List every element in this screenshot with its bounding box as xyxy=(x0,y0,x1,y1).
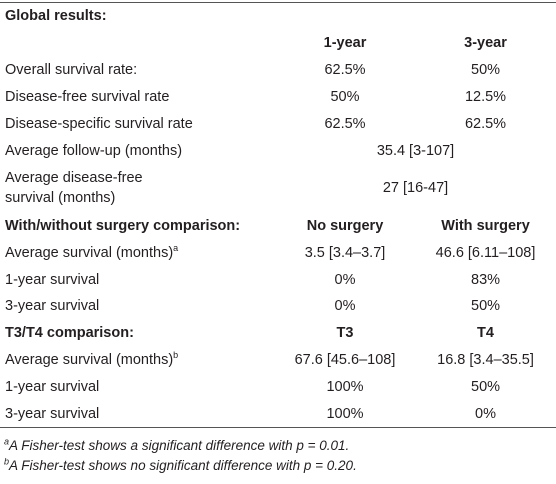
footnote-text: A Fisher-test shows a significant differ… xyxy=(9,438,350,454)
label-text: T3/T4 comparison: xyxy=(5,325,134,342)
label-text: Average survival (months) xyxy=(5,244,174,261)
cell: 62.5% xyxy=(324,116,366,132)
table-row: 3-year survival 0% 50% xyxy=(0,293,556,320)
label-line: Average disease-free xyxy=(5,170,143,187)
cell: 50% xyxy=(471,379,501,396)
table-row: Disease-specific survival rate 62.5% 62.5% xyxy=(0,111,556,138)
cell: 100% xyxy=(326,379,364,396)
cell: T3 xyxy=(336,325,354,342)
cell: 67.6 [45.6–108] xyxy=(294,352,396,369)
table-row: 1-year 3-year xyxy=(0,30,556,57)
footnote: bA Fisher-test shows no significant diff… xyxy=(4,456,556,476)
row-label xyxy=(0,30,275,57)
cell-span: 35.4 [3-107] xyxy=(376,142,455,159)
row-label: With/without surgery comparison: xyxy=(0,212,275,239)
row-label: 3-year survival xyxy=(0,401,275,428)
table-row: 1-year survival 100% 50% xyxy=(0,374,556,401)
label-text: Overall survival rate: xyxy=(5,62,138,79)
label-text: 3-year survival xyxy=(5,406,100,423)
table-row: Average survival (months)a 3.5 [3.4–3.7] 4… xyxy=(0,239,556,266)
cell: 12.5% xyxy=(464,89,507,106)
cell: 16.8 [3.4–35.5] xyxy=(437,352,534,369)
table-row: Disease-free survival rate 50% 12.5% xyxy=(0,84,556,111)
table-row: With/without surgery comparison: No surge… xyxy=(0,212,556,239)
row-label: Global results: xyxy=(0,3,556,30)
results-table: Global results: 1-year 3-year Overall survi… xyxy=(0,2,556,429)
cell: 1-year xyxy=(323,35,367,52)
table-row: Global results: xyxy=(0,3,556,30)
cell: 3-year xyxy=(464,35,507,52)
row-label: Average disease-free survival (months) xyxy=(0,164,275,212)
label-text: With/without surgery comparison: xyxy=(5,217,241,234)
cell: 0% xyxy=(334,271,356,288)
table-row: Overall survival rate: 62.5% 50% xyxy=(0,57,556,84)
footnote-mark: a xyxy=(4,436,10,447)
cell: No surgery xyxy=(306,217,384,234)
cell: 50% xyxy=(330,89,360,106)
row-label: Average survival (months)b xyxy=(0,347,275,374)
row-label: 1-year survival xyxy=(0,266,275,293)
cell: 50% xyxy=(471,298,501,315)
row-label: 3-year survival xyxy=(0,293,275,320)
cell: 0% xyxy=(334,298,356,315)
cell: T4 xyxy=(477,325,494,342)
row-label: T3/T4 comparison: xyxy=(0,320,275,347)
table-row: T3/T4 comparison: T3 T4 xyxy=(0,320,556,347)
cell-span: 27 [16-47] xyxy=(382,180,449,197)
row-label: Disease-specific survival rate xyxy=(0,111,275,138)
footnote-mark: a xyxy=(173,242,179,253)
label-text: 1-year survival xyxy=(5,379,100,396)
table-row: Average survival (months)b 67.6 [45.6–108… xyxy=(0,347,556,374)
cell: 50% xyxy=(471,62,501,79)
cell: 100% xyxy=(326,406,364,423)
footnote-mark: b xyxy=(173,350,179,361)
table-row: 1-year survival 0% 83% xyxy=(0,266,556,293)
cell: 3.5 [3.4–3.7] xyxy=(304,244,386,261)
footnote-mark: b xyxy=(4,456,10,467)
table-row: Average disease-free survival (months) 27 … xyxy=(0,164,556,212)
row-label: Average follow-up (months) xyxy=(0,137,275,164)
row-label: Disease-free survival rate xyxy=(0,84,275,111)
label-text: 3-year survival xyxy=(5,298,100,315)
label-text: Disease-specific survival rate xyxy=(5,116,193,132)
label-line: survival (months) xyxy=(5,190,116,207)
row-label: Average survival (months)a xyxy=(0,239,275,266)
table-row: Average follow-up (months) 35.4 [3-107] xyxy=(0,137,556,164)
row-label: 1-year survival xyxy=(0,374,275,401)
cell: 0% xyxy=(475,406,496,423)
label-text: Average survival (months) xyxy=(5,352,174,369)
label-text: Average follow-up (months) xyxy=(5,142,183,159)
footnotes: aA Fisher-test shows a significant diffe… xyxy=(0,428,556,475)
cell: 83% xyxy=(471,271,501,288)
cell: With surgery xyxy=(441,217,530,234)
cell: 62.5% xyxy=(324,62,366,79)
footnote-text: A Fisher-test shows no significant diffe… xyxy=(9,457,357,473)
cell: 62.5% xyxy=(464,116,507,132)
table-row: 3-year survival 100% 0% xyxy=(0,401,556,428)
label-text: 1-year survival xyxy=(5,271,100,288)
label-text: Disease-free survival rate xyxy=(5,89,170,106)
label-text: Global results: xyxy=(5,8,107,25)
footnote: aA Fisher-test shows a significant diffe… xyxy=(4,436,556,456)
row-label: Overall survival rate: xyxy=(0,57,275,84)
cell: 46.6 [6.11–108] xyxy=(435,244,536,261)
